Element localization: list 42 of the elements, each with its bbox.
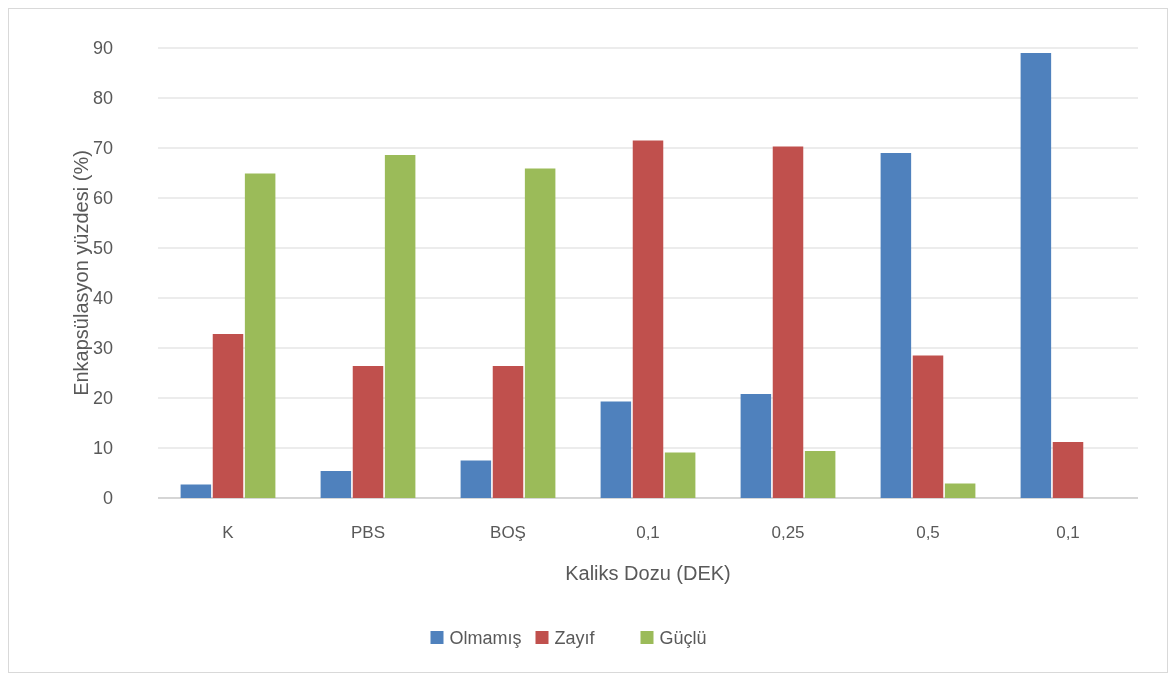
bar [1052, 442, 1084, 498]
bar [740, 394, 772, 498]
x-tick-label: 0,25 [771, 523, 805, 542]
y-axis-title: Enkapsülasyon yüzdesi (%) [70, 150, 92, 396]
legend-label: Olmamış [449, 628, 522, 649]
y-tick-label: 40 [92, 288, 113, 309]
bar [352, 366, 384, 498]
bar [944, 483, 976, 498]
x-tick-label: PBS [350, 523, 386, 542]
bar [600, 401, 632, 498]
bar [524, 168, 556, 498]
bar [320, 471, 352, 498]
y-tick-label: 30 [92, 338, 113, 359]
bar [180, 484, 212, 498]
x-tick-label: BOŞ [490, 523, 526, 542]
bar [880, 153, 912, 498]
x-tick-label: K [222, 523, 235, 542]
bar [804, 451, 836, 498]
y-tick-label: 20 [92, 388, 113, 409]
y-tick-label: 50 [92, 238, 113, 259]
bar [1020, 53, 1052, 498]
bar [912, 355, 944, 498]
y-tick-label: 0 [102, 488, 113, 509]
bar [244, 173, 276, 498]
y-tick-label: 70 [92, 138, 113, 159]
y-tick-label: 10 [92, 438, 113, 459]
bar [460, 460, 492, 498]
bar [664, 452, 696, 498]
x-axis-title: Kaliks Dozu (DEK) [565, 562, 731, 584]
bar [384, 155, 416, 498]
legend-label: Güçlü [659, 628, 707, 649]
y-tick-label: 90 [92, 38, 113, 59]
legend-label: Zayıf [554, 628, 596, 649]
y-tick-label: 80 [92, 88, 113, 109]
y-tick-label: 60 [92, 188, 113, 209]
bar [772, 146, 804, 498]
bar [632, 140, 664, 498]
x-tick-label: 0,1 [1056, 523, 1080, 542]
bar [212, 334, 244, 498]
x-tick-label: 0,1 [636, 523, 660, 542]
bar [492, 366, 524, 498]
x-tick-label: 0,5 [916, 523, 940, 542]
